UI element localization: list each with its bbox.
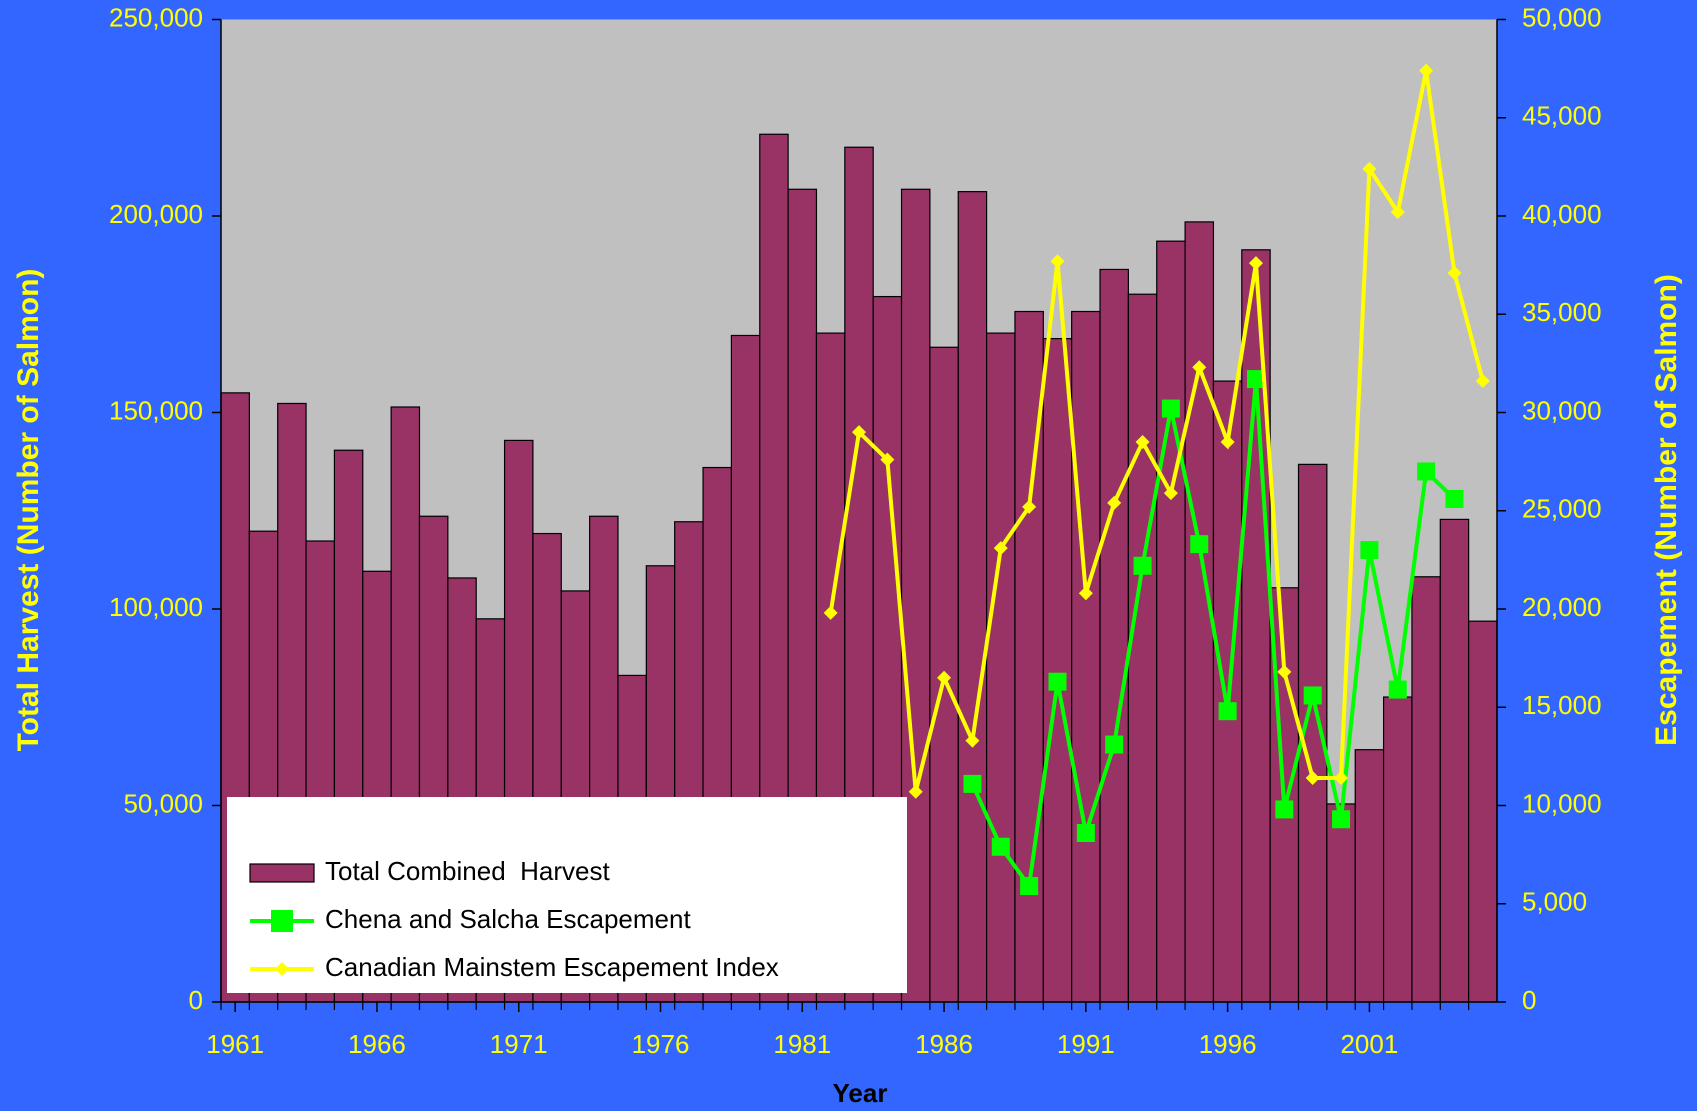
bar — [957, 191, 988, 1003]
bar — [1468, 620, 1498, 1003]
x-axis-label: Year — [833, 1078, 888, 1108]
bar — [1071, 310, 1101, 1003]
bar — [1184, 221, 1215, 1003]
marker — [1305, 770, 1320, 785]
x-tick-label: 1976 — [632, 1029, 690, 1059]
marker — [1334, 770, 1349, 785]
x-tick-label: 1961 — [206, 1029, 264, 1059]
marker — [880, 452, 895, 467]
y-axis-label: Total Harvest (Number of Salmon) — [12, 269, 45, 752]
marker — [1332, 810, 1351, 829]
marker — [823, 605, 838, 620]
legend-swatch — [249, 863, 315, 883]
marker — [1076, 824, 1095, 843]
marker — [1303, 686, 1322, 705]
x-tick-label: 1991 — [1057, 1029, 1115, 1059]
legend-marker — [271, 910, 293, 932]
marker — [1078, 586, 1093, 601]
marker — [1445, 489, 1464, 508]
marker — [1050, 254, 1065, 269]
line — [970, 378, 1456, 892]
bar — [1326, 803, 1356, 1003]
y2-tick-label: 40,000 — [1522, 199, 1602, 229]
marker — [1220, 434, 1235, 449]
marker — [1475, 374, 1490, 389]
marker — [1022, 499, 1037, 514]
y-tick-label: 200,000 — [109, 199, 203, 229]
marker — [1107, 495, 1122, 510]
y2-tick-label: 30,000 — [1522, 395, 1602, 425]
bar — [1127, 293, 1158, 1003]
legend-label: Canadian Mainstem Escapement Index — [325, 952, 779, 982]
marker — [937, 670, 952, 685]
bar — [1439, 518, 1470, 1003]
line — [828, 70, 1485, 793]
legend-marker — [275, 962, 289, 976]
marker — [965, 733, 980, 748]
marker — [1447, 265, 1462, 280]
marker — [1362, 161, 1377, 176]
y2-tick-label: 35,000 — [1522, 297, 1602, 327]
marker — [852, 425, 866, 440]
bar — [1354, 749, 1385, 1003]
y2-tick-label: 45,000 — [1522, 101, 1602, 131]
y2-tick-label: 5,000 — [1522, 887, 1587, 917]
bar — [1382, 696, 1413, 1003]
y2-tick-label: 25,000 — [1522, 494, 1602, 524]
marker — [991, 837, 1010, 856]
marker — [1020, 877, 1039, 896]
marker — [1163, 486, 1178, 501]
marker — [1190, 535, 1209, 554]
x-tick-label: 1996 — [1199, 1029, 1257, 1059]
bar — [1099, 268, 1129, 1003]
y2-tick-label: 15,000 — [1522, 690, 1602, 720]
marker — [908, 784, 923, 799]
legend-box — [227, 797, 907, 993]
y2-tick-label: 50,000 — [1522, 2, 1602, 32]
x-tick-label: 1971 — [490, 1029, 548, 1059]
marker — [1105, 735, 1124, 754]
marker — [1218, 702, 1237, 721]
marker — [1246, 370, 1265, 389]
bar — [1156, 240, 1186, 1003]
marker — [1390, 205, 1405, 220]
marker — [1417, 462, 1436, 481]
marker — [1419, 63, 1434, 78]
marker — [1388, 680, 1407, 699]
marker — [1248, 256, 1263, 271]
y-tick-label: 50,000 — [123, 788, 203, 818]
y2-axis-label: Escapement (Number of Salmon) — [1650, 274, 1683, 746]
marker — [1360, 541, 1379, 560]
y-tick-label: 0 — [189, 985, 203, 1015]
marker — [1275, 800, 1294, 819]
y2-tick-label: 20,000 — [1522, 592, 1602, 622]
marker — [1161, 399, 1180, 418]
y-tick-label: 150,000 — [109, 395, 203, 425]
x-tick-label: 1981 — [773, 1029, 831, 1059]
y2-tick-label: 0 — [1522, 985, 1536, 1015]
marker — [1048, 672, 1067, 691]
y2-tick-label: 10,000 — [1522, 788, 1602, 818]
x-tick-label: 1986 — [915, 1029, 973, 1059]
bar — [1042, 338, 1073, 1003]
marker — [993, 541, 1008, 556]
marker — [1192, 360, 1207, 375]
marker — [1133, 556, 1152, 575]
legend-label: Total Combined Harvest — [325, 856, 610, 886]
bar — [1411, 576, 1441, 1003]
marker — [1277, 664, 1292, 679]
y-tick-label: 250,000 — [109, 2, 203, 32]
legend-label: Chena and Salcha Escapement — [325, 904, 691, 934]
marker — [963, 774, 982, 793]
bar — [1241, 249, 1271, 1003]
marker — [1135, 434, 1150, 449]
y-tick-label: 100,000 — [109, 592, 203, 622]
x-tick-label: 1966 — [348, 1029, 406, 1059]
bar — [985, 332, 1016, 1003]
x-tick-label: 2001 — [1340, 1029, 1398, 1059]
